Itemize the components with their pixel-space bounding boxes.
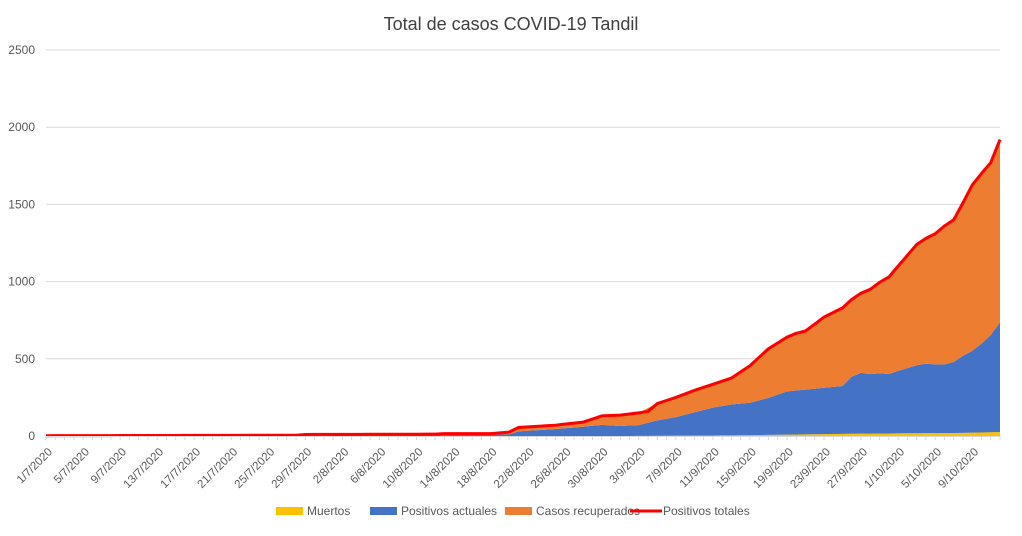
legend-swatch (505, 507, 532, 515)
x-axis (45, 436, 1001, 440)
legend-swatch (370, 507, 397, 515)
legend-label: Positivos actuales (401, 504, 497, 518)
y-tick-label: 2500 (8, 43, 35, 57)
area-positivos-actuales (46, 322, 1000, 436)
area-muertos (46, 431, 1000, 436)
legend-item: Casos recuperados (505, 504, 640, 518)
line-positivos-totales (45, 138, 1002, 438)
y-tick-label: 0 (28, 429, 35, 443)
y-tick-label: 2000 (8, 120, 35, 134)
y-tick-label: 1500 (8, 197, 35, 211)
y-axis-tick-labels: 0 500 1000 1500 2000 2500 (8, 43, 35, 443)
y-tick-label: 1000 (8, 275, 35, 289)
area-casos-recuperados (46, 139, 1000, 437)
chart-title: Total de casos COVID-19 Tandil (384, 14, 639, 34)
legend-item: Positivos totales (630, 504, 750, 518)
legend-item: Positivos actuales (370, 504, 497, 518)
legend-item: Muertos (276, 504, 350, 518)
legend-label: Positivos totales (663, 504, 750, 518)
legend: Muertos Positivos actuales Casos recuperad… (276, 504, 750, 518)
stacked-areas (46, 139, 1000, 437)
legend-label: Casos recuperados (536, 504, 640, 518)
total-line (45, 138, 1002, 438)
y-tick-label: 500 (15, 352, 35, 366)
legend-swatch (276, 507, 303, 515)
legend-label: Muertos (307, 504, 350, 518)
